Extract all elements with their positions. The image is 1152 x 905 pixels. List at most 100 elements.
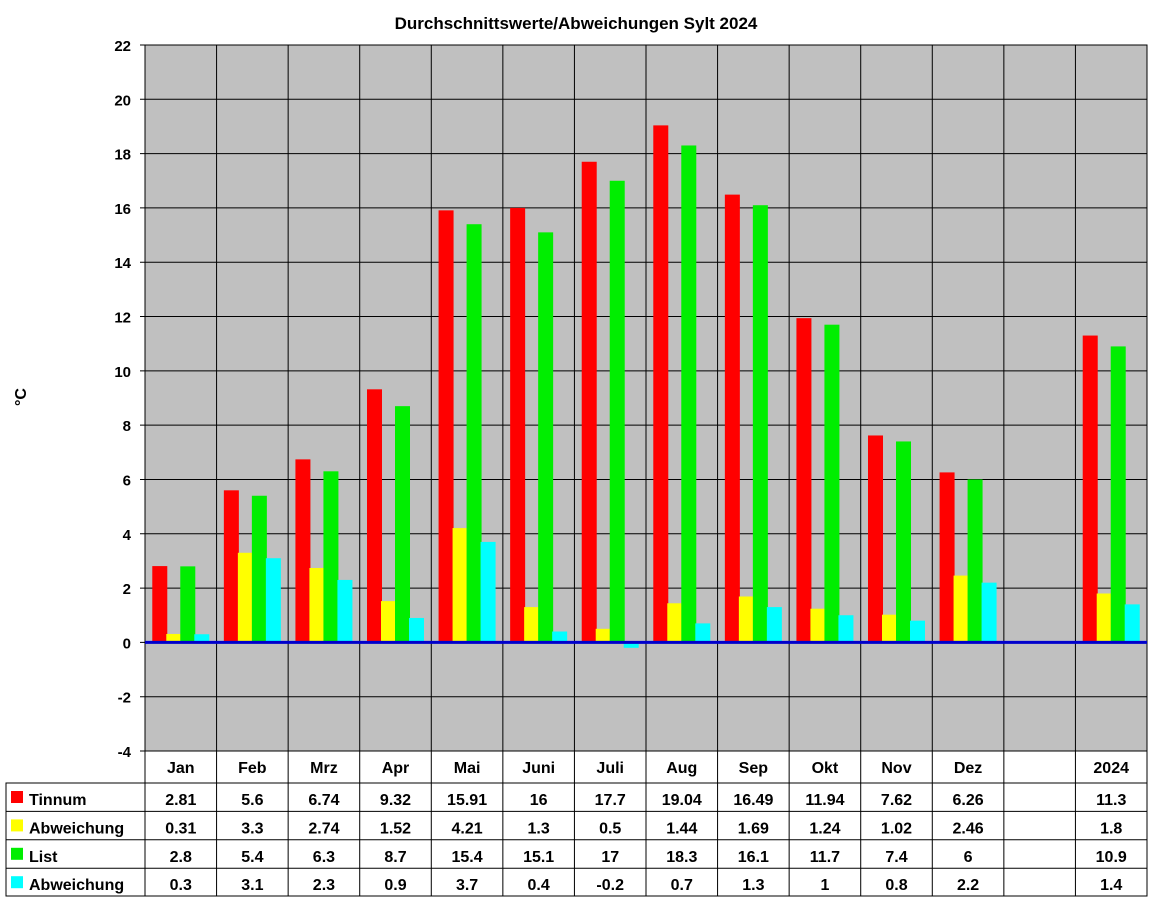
bar [1110,346,1126,643]
legend-swatch [11,847,23,860]
y-tick-label: 20 [114,92,131,109]
data-label: 2.74 [308,820,339,837]
bar [882,614,897,643]
y-tick-label: 2 [123,581,131,598]
x-tick-label: Nov [881,760,911,777]
bar [367,389,382,643]
bar [466,224,482,643]
data-label: 3.1 [241,877,263,894]
y-tick-label: 14 [114,255,131,272]
data-label: 6 [964,849,973,866]
bar [981,582,997,643]
bar [152,566,168,643]
data-label: 1.69 [738,820,769,837]
data-label: 18.3 [666,849,697,866]
bar [896,441,911,643]
data-label: 19.04 [662,792,702,809]
data-label: 15.91 [447,792,487,809]
data-label: 0.7 [671,877,693,894]
y-tick-label: 6 [123,472,131,489]
data-label: 1.8 [1100,820,1122,837]
bar [480,541,496,643]
bar [223,490,239,643]
x-tick-label: 2024 [1093,760,1129,777]
data-label: 2.2 [957,877,979,894]
bar [1082,335,1098,643]
bar [409,617,424,643]
bar [681,145,697,643]
bar [623,642,639,648]
bar [381,601,396,643]
bar [438,210,454,643]
bar [309,567,325,643]
y-tick-label: 16 [114,201,131,218]
bar [738,596,754,643]
x-tick-label: Dez [954,760,982,777]
data-label: 7.62 [881,792,912,809]
data-label: 1.4 [1100,877,1122,894]
legend-label: List [29,849,58,866]
data-label: 3.3 [241,820,263,837]
data-label: 1.24 [809,820,840,837]
y-tick-label: 0 [123,635,131,652]
bar [510,207,526,643]
bar [251,495,267,643]
bar [452,528,468,643]
data-label: 2.8 [170,849,192,866]
bar [337,579,353,643]
x-tick-label: Mrz [310,760,338,777]
data-label: 15.1 [523,849,554,866]
legend-label: Tinnum [29,792,86,809]
x-tick-label: Jan [167,760,195,777]
y-tick-label: 22 [114,38,131,55]
bar [538,232,554,643]
bar [166,633,182,643]
data-label: 11.3 [1096,792,1126,809]
data-label: 0.31 [165,820,196,837]
bar [939,472,955,643]
data-label: 4.21 [452,820,483,837]
legend-label: Abweichung [29,877,124,894]
y-tick-label: 10 [114,364,131,381]
bar [810,608,826,643]
x-tick-label: Mai [454,760,481,777]
data-label: 17.7 [595,792,626,809]
data-label: 9.32 [380,792,411,809]
legend-swatch [11,819,23,832]
bar [194,634,210,643]
data-label: 5.6 [241,792,263,809]
data-label: 16.49 [733,792,773,809]
x-tick-label: Okt [812,760,839,777]
bar [1124,604,1140,643]
data-label: 16.1 [738,849,769,866]
legend-swatch [11,791,23,803]
data-label: 0.9 [384,877,406,894]
data-label: 16 [530,792,548,809]
bar [838,615,854,643]
x-tick-label: Juni [522,760,555,777]
x-tick-label: Aug [666,760,697,777]
bar [953,575,969,643]
data-label: 6.3 [313,849,335,866]
chart-title: Durchschnittswerte/Abweichungen Sylt 202… [395,14,758,33]
data-label: 2.46 [953,820,984,837]
data-label: 11.94 [805,792,844,809]
bar [695,623,711,643]
bar [295,459,311,643]
x-tick-label: Apr [382,760,410,777]
x-tick-label: Feb [238,760,267,777]
bar [724,194,740,643]
data-label: 1.3 [528,820,550,837]
bar [524,607,540,643]
y-tick-label: 4 [123,527,132,544]
legend-swatch [11,876,23,889]
data-label: -0.2 [596,877,624,894]
y-tick-label: 8 [123,418,131,435]
bar [910,620,925,643]
x-tick-label: Sep [739,760,769,777]
bar [653,125,669,643]
data-label: 8.7 [384,849,406,866]
bar [323,471,339,643]
data-label: 0.3 [170,877,192,894]
